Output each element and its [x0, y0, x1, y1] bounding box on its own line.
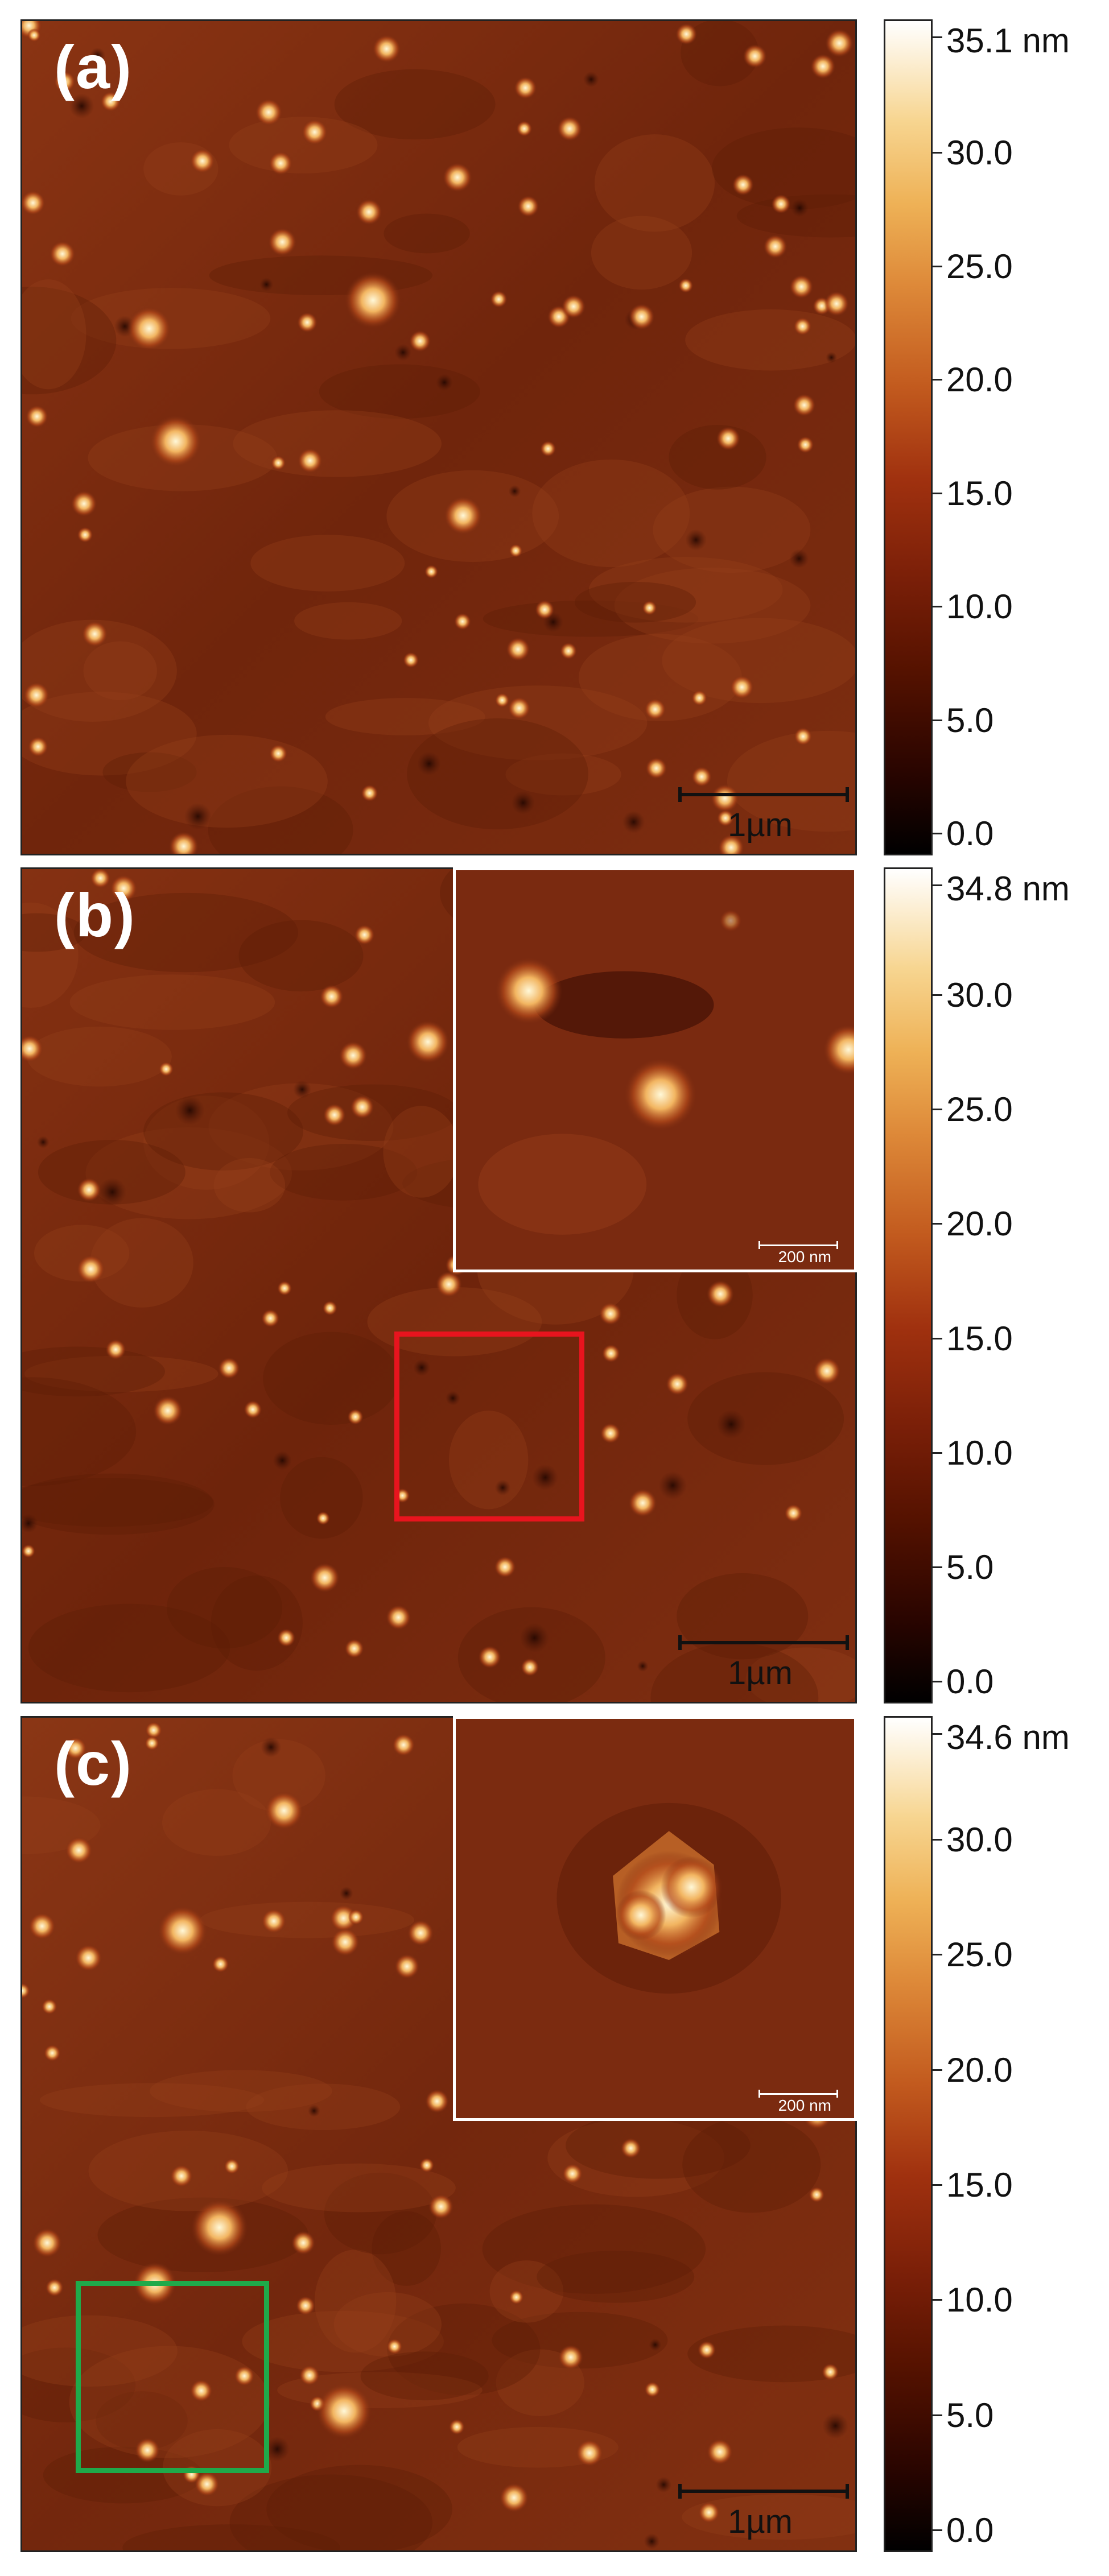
colorbar-tick [931, 379, 942, 381]
scale-bar-label: 1µm [728, 2503, 793, 2540]
colorbar-tick-label: 30.0 [946, 1821, 1013, 1859]
inset-scale-bar-label: 200 nm [778, 2097, 831, 2114]
roi-box-c [76, 2281, 269, 2473]
scale-bar-label: 1µm [728, 807, 793, 843]
colorbar-tick-label: 10.0 [946, 588, 1013, 626]
panel-label: (b) [54, 880, 136, 949]
colorbar-tick-label: 0.0 [946, 814, 994, 853]
inset-scale-bar-label: 200 nm [778, 1248, 831, 1266]
scale-bar [678, 787, 849, 812]
colorbar-tick-label: 15.0 [946, 474, 1013, 512]
colorbar-max-label: 34.8 nm [946, 870, 1070, 908]
colorbar-tick [931, 1223, 942, 1225]
colorbar-tick-label: 5.0 [946, 701, 994, 739]
colorbar-tick [931, 1337, 942, 1339]
colorbar-tick [931, 1452, 942, 1454]
colorbar-b [884, 867, 933, 1703]
colorbar-tick [931, 833, 942, 834]
colorbar-a [884, 19, 933, 855]
colorbar-tick [931, 719, 942, 721]
colorbar-tick [931, 1566, 942, 1568]
colorbar-tick [931, 36, 942, 38]
scale-bar [678, 2484, 849, 2509]
inset-zoom-c: 200 nm [453, 1716, 857, 2121]
inset-surface-b [456, 870, 854, 1270]
colorbar-tick [931, 884, 942, 886]
inset-scale-bar [758, 2090, 838, 2098]
colorbar-c [884, 1716, 933, 2552]
colorbar-tick-label: 30.0 [946, 134, 1013, 172]
colorbar-tick-label: 5.0 [946, 2396, 994, 2434]
colorbar-tick-label: 20.0 [946, 361, 1013, 399]
colorbar-tick [931, 1109, 942, 1111]
inset-surface-c [456, 1719, 854, 2118]
colorbar-tick [931, 2414, 942, 2416]
colorbar-tick [931, 2529, 942, 2531]
colorbar-max-label: 34.6 nm [946, 1718, 1070, 1756]
colorbar-tick-label: 25.0 [946, 1090, 1013, 1129]
scale-bar [678, 1635, 849, 1660]
colorbar-tick [931, 2069, 942, 2071]
colorbar-tick-label: 30.0 [946, 976, 1013, 1015]
colorbar-tick-label: 0.0 [946, 1663, 994, 1701]
inset-scale-bar [758, 1241, 838, 1249]
colorbar-tick-label: 15.0 [946, 1319, 1013, 1358]
roi-box-b [394, 1332, 584, 1521]
colorbar-tick-label: 15.0 [946, 2166, 1013, 2205]
colorbar-tick [931, 1954, 942, 1956]
colorbar-tick-label: 25.0 [946, 1936, 1013, 1974]
colorbar-tick-label: 20.0 [946, 2050, 1013, 2089]
colorbar-tick-label: 10.0 [946, 2281, 1013, 2319]
colorbar-tick [931, 1839, 942, 1841]
colorbar-tick [931, 994, 942, 997]
colorbar-tick [931, 1681, 942, 1682]
colorbar-tick-label: 10.0 [946, 1433, 1013, 1472]
colorbar-tick [931, 2184, 942, 2186]
colorbar-tick [931, 492, 942, 494]
colorbar-max-label: 35.1 nm [946, 22, 1070, 60]
colorbar-tick-label: 0.0 [946, 2511, 994, 2549]
panel-label: (a) [54, 32, 133, 101]
colorbar-tick-label: 5.0 [946, 1548, 994, 1586]
colorbar-tick [931, 606, 942, 608]
afm-surface-a [22, 21, 855, 854]
colorbar-tick-label: 20.0 [946, 1205, 1013, 1243]
colorbar-tick [931, 2299, 942, 2301]
scale-bar-label: 1µm [728, 1655, 793, 1692]
inset-zoom-b: 200 nm [453, 867, 857, 1272]
afm-image-a: (a) 1µm [20, 19, 857, 855]
colorbar-tick [931, 1733, 942, 1735]
panel-label: (c) [54, 1729, 133, 1798]
colorbar-tick [931, 265, 942, 267]
colorbar-tick-label: 25.0 [946, 247, 1013, 286]
colorbar-tick [931, 152, 942, 154]
